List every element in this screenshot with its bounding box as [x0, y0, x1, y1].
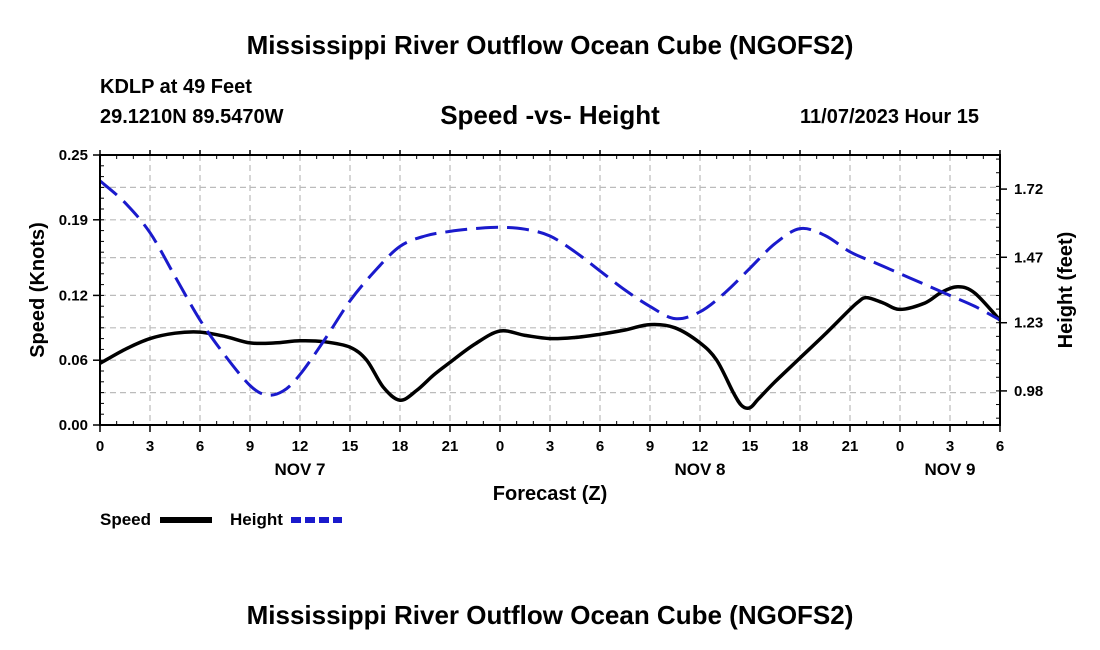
x-tick-label: 0	[96, 438, 104, 455]
series-lines	[99, 179, 1002, 410]
legend: Speed Height	[100, 510, 342, 529]
x-tick-label: 18	[392, 438, 409, 455]
x-tick-label: 3	[146, 438, 154, 455]
x-tick-label: 0	[496, 438, 504, 455]
axis-labels: Forecast (Z) Speed (Knots) Height (feet)…	[27, 147, 1077, 505]
x-tick-label: 12	[692, 438, 709, 455]
y2-tick-label: 1.47	[1014, 249, 1043, 266]
date-label: NOV 7	[274, 460, 325, 479]
x-tick-label: 6	[196, 438, 204, 455]
y-tick-label: 0.25	[59, 147, 88, 164]
station-label: KDLP at 49 Feet	[100, 76, 252, 98]
x-tick-label: 15	[342, 438, 359, 455]
legend-speed-label: Speed	[100, 510, 151, 529]
chart-subtitle: Speed -vs- Height	[440, 100, 660, 130]
y2-tick-label: 0.98	[1014, 383, 1043, 400]
x-tick-label: 9	[246, 438, 254, 455]
x-tick-label: 6	[996, 438, 1004, 455]
x-tick-label: 6	[596, 438, 604, 455]
forecast-datetime: 11/07/2023 Hour 15	[800, 106, 980, 128]
date-label: NOV 8	[674, 460, 725, 479]
y2-tick-label: 1.72	[1014, 181, 1043, 198]
footer-title: Mississippi River Outflow Ocean Cube (NG…	[246, 600, 854, 630]
speed-series-line	[99, 285, 1002, 410]
y-tick-label: 0.12	[59, 287, 88, 304]
x-tick-label: 21	[842, 438, 859, 455]
x-tick-label: 9	[646, 438, 654, 455]
x-tick-label: 3	[946, 438, 954, 455]
chart-main-title: Mississippi River Outflow Ocean Cube (NG…	[246, 30, 854, 60]
x-tick-label: 12	[292, 438, 309, 455]
x-tick-label: 3	[546, 438, 554, 455]
station-coordinates: 29.1210N 89.5470W	[100, 106, 284, 128]
x-tick-label: 15	[742, 438, 759, 455]
grid	[100, 155, 1000, 425]
y2-tick-label: 1.23	[1014, 315, 1043, 332]
x-tick-label: 21	[442, 438, 459, 455]
y-tick-label: 0.19	[59, 212, 88, 229]
y-tick-label: 0.00	[59, 417, 88, 434]
date-label: NOV 9	[924, 460, 975, 479]
axis-ticks	[93, 150, 1007, 432]
x-tick-label: 0	[896, 438, 904, 455]
height-series-line	[99, 179, 1001, 397]
x-tick-label: 18	[792, 438, 809, 455]
y2-axis-label: Height (feet)	[1055, 232, 1077, 349]
y-axis-label: Speed (Knots)	[27, 222, 49, 358]
x-axis-label: Forecast (Z)	[493, 483, 607, 505]
y-tick-label: 0.06	[59, 352, 88, 369]
legend-height-label: Height	[230, 510, 283, 529]
